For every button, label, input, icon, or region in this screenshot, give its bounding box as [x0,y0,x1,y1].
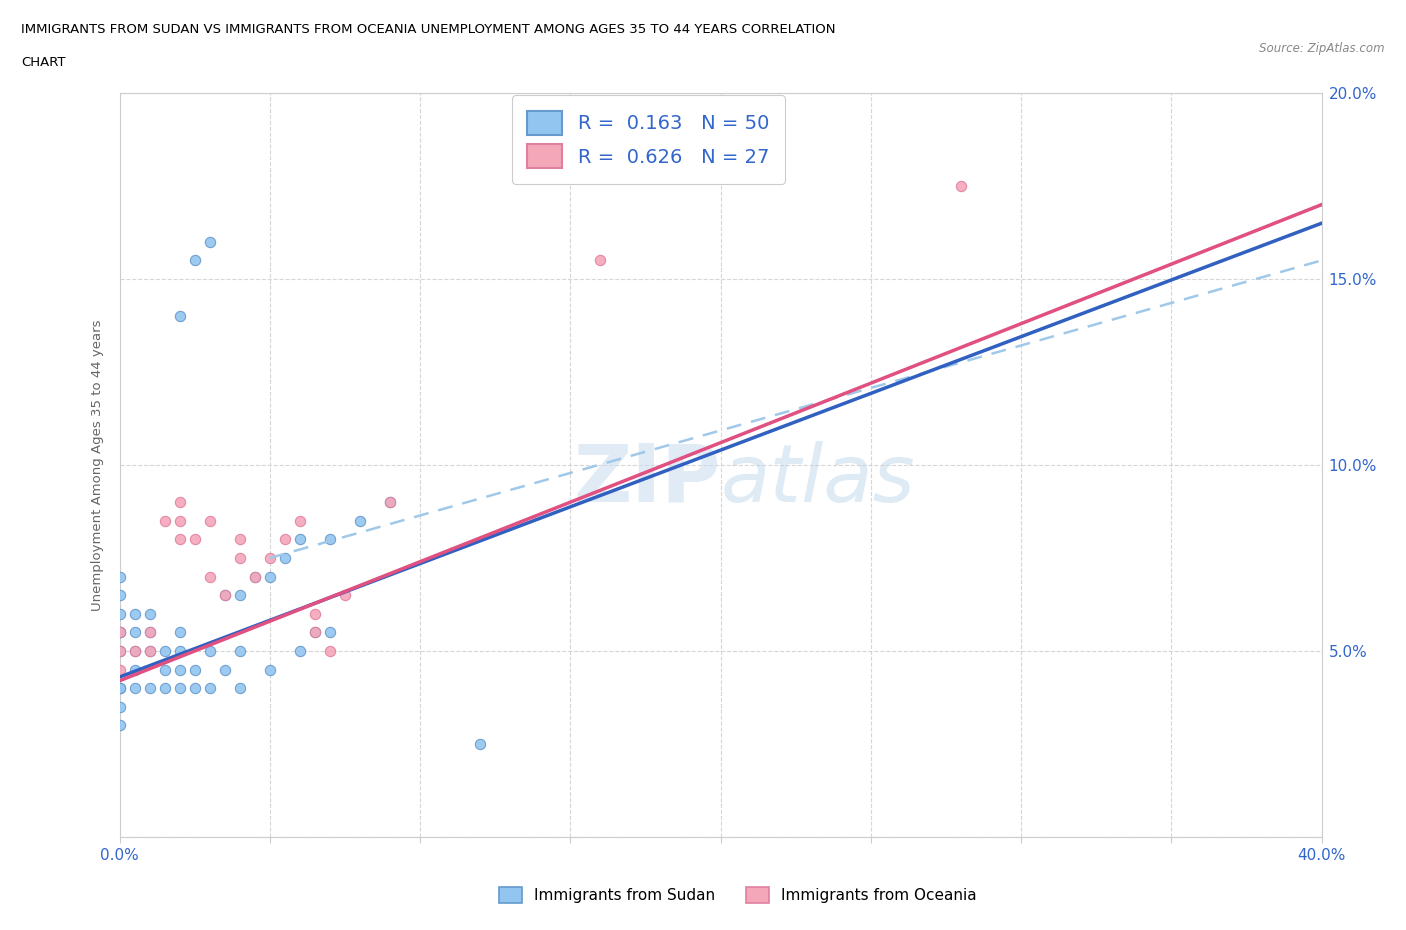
Point [304,625,326,640]
Point [153,662,176,677]
Point [214,588,236,603]
Point [243,569,266,584]
Point [169,625,191,640]
Point [108,718,131,733]
Point [169,513,191,528]
Point [259,551,281,565]
Point [228,551,252,565]
Point [138,644,160,658]
Point [108,681,131,696]
Point [468,737,492,751]
Point [108,625,131,640]
Point [124,644,146,658]
Point [349,513,371,528]
Point [108,588,131,603]
Point [589,253,612,268]
Point [169,309,191,324]
Point [108,625,131,640]
Text: IMMIGRANTS FROM SUDAN VS IMMIGRANTS FROM OCEANIA UNEMPLOYMENT AMONG AGES 35 TO 4: IMMIGRANTS FROM SUDAN VS IMMIGRANTS FROM… [21,23,835,36]
Point [288,532,311,547]
Point [259,569,281,584]
Point [333,588,356,603]
Point [198,513,221,528]
Point [304,625,326,640]
Point [108,681,131,696]
Point [950,179,973,193]
Point [138,606,160,621]
Point [138,644,160,658]
Point [183,532,205,547]
Point [153,681,176,696]
Point [214,588,236,603]
Point [228,644,252,658]
Point [169,644,191,658]
Point [124,625,146,640]
Point [169,495,191,510]
Legend: Immigrants from Sudan, Immigrants from Oceania: Immigrants from Sudan, Immigrants from O… [494,881,983,910]
Point [378,495,401,510]
Point [274,551,297,565]
Point [288,644,311,658]
Point [228,532,252,547]
Text: Source: ZipAtlas.com: Source: ZipAtlas.com [1260,42,1385,55]
Point [138,625,160,640]
Point [108,644,131,658]
Point [198,234,221,249]
Point [378,495,401,510]
Point [304,606,326,621]
Point [169,662,191,677]
Point [183,662,205,677]
Point [214,662,236,677]
Point [228,588,252,603]
Point [108,569,131,584]
Point [198,644,221,658]
Point [183,253,205,268]
Text: atlas: atlas [720,441,915,519]
Point [169,532,191,547]
Point [153,513,176,528]
Point [259,662,281,677]
Point [108,644,131,658]
Point [319,532,342,547]
Point [243,569,266,584]
Point [198,569,221,584]
Point [198,681,221,696]
Legend: R =  0.163   N = 50, R =  0.626   N = 27: R = 0.163 N = 50, R = 0.626 N = 27 [512,95,785,183]
Point [183,681,205,696]
Point [319,644,342,658]
Text: CHART: CHART [21,56,66,69]
Point [169,681,191,696]
Point [274,532,297,547]
Point [138,681,160,696]
Text: ZIP: ZIP [574,441,720,519]
Point [108,625,131,640]
Point [228,681,252,696]
Point [319,625,342,640]
Point [288,513,311,528]
Point [153,644,176,658]
Point [124,644,146,658]
Point [108,662,131,677]
Point [124,662,146,677]
Point [138,625,160,640]
Point [108,606,131,621]
Point [124,681,146,696]
Point [108,699,131,714]
Point [124,606,146,621]
Y-axis label: Unemployment Among Ages 35 to 44 years: Unemployment Among Ages 35 to 44 years [90,319,104,611]
